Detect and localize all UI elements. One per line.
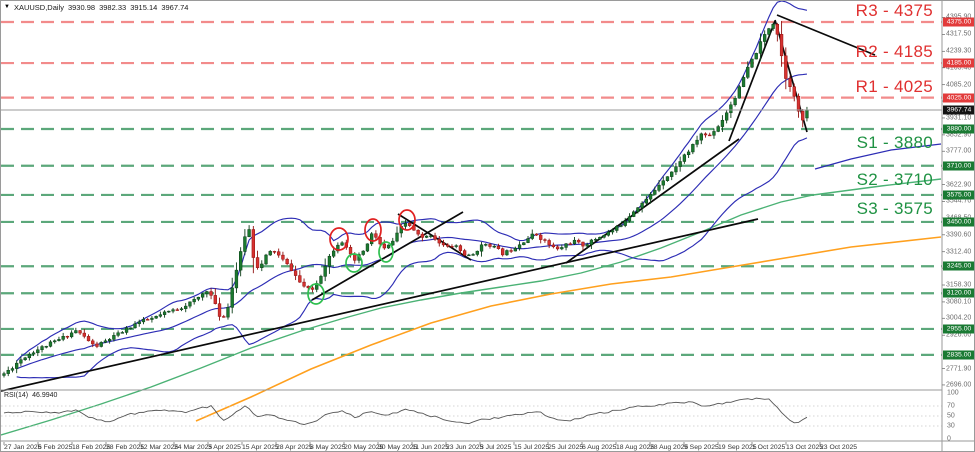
date-axis-label: 9 Sep 2025 <box>684 444 719 451</box>
support-label-s3: S3 - 3575 <box>856 198 933 218</box>
date-axis-label: 1 Oct 2025 <box>752 444 786 451</box>
resistance-label-r3: R3 - 4375 <box>855 1 933 20</box>
date-axis-label: 19 Sep 2025 <box>718 444 757 451</box>
price-axis-label: 2696.00 <box>946 381 972 389</box>
price-axis-label: 4239.30 <box>946 47 972 55</box>
date-axis-label: 13 Oct 2025 <box>786 444 824 451</box>
date-axis-label: 11 Jun 2025 <box>412 444 449 451</box>
level-price-badge: 3245.00 <box>943 261 974 271</box>
date-axis-label: 23 Oct 2025 <box>820 444 858 451</box>
low-value: 3915.14 <box>130 3 158 12</box>
price-axis-label: 2926.00 <box>946 331 972 339</box>
date-axis-label: 12 Mar 2025 <box>140 444 179 451</box>
price-axis-label: 4317.50 <box>946 30 972 38</box>
chart-header-ohlc: ▼ XAUUSD,Daily 3930.98 3982.33 3915.14 3… <box>4 3 188 12</box>
date-axis-label: 28 Feb 2025 <box>106 444 145 451</box>
price-axis-label: 2771.90 <box>946 365 972 373</box>
price-axis-label: 3080.10 <box>946 298 972 306</box>
price-axis-label: 3852.90 <box>946 131 972 139</box>
date-axis-label: 3 Apr 2025 <box>208 444 241 451</box>
date-axis-label: 8 May 2025 <box>310 444 346 451</box>
price-axis-label: 3312.40 <box>946 248 972 256</box>
rsi-axis-label: 30 <box>947 422 955 430</box>
level-price-badge: 4375.00 <box>943 17 974 27</box>
level-price-badge: 2955.00 <box>943 324 974 334</box>
current-price-badge: 3967.74 <box>943 105 974 115</box>
level-price-badge: 4025.00 <box>943 93 974 103</box>
rsi-axis-label: 0 <box>947 435 951 443</box>
open-value: 3930.98 <box>67 3 96 12</box>
date-axis-label: 27 Jan 2025 <box>4 444 42 451</box>
level-price-badge: 3880.00 <box>943 124 974 134</box>
level-price-badge: 3120.00 <box>943 288 974 298</box>
symbol-timeframe-label: XAUUSD,Daily <box>13 3 64 12</box>
level-price-badge: 3710.00 <box>943 161 974 171</box>
rsi-axis-label: 50 <box>947 412 955 420</box>
date-axis-label: 3 Jul 2025 <box>480 444 512 451</box>
price-axis-label: 4085.20 <box>946 81 972 89</box>
price-axis-label: 3390.60 <box>946 231 972 239</box>
date-axis-label: 15 Jul 2025 <box>514 444 550 451</box>
rsi-axis-label: 100 <box>947 389 959 397</box>
level-price-badge: 3575.00 <box>943 190 974 200</box>
date-axis-label: 6 Feb 2025 <box>38 444 73 451</box>
price-axis-label: 4395.90 <box>946 14 971 21</box>
collapse-triangle-icon[interactable]: ▼ <box>4 4 10 10</box>
close-value: 3967.74 <box>161 3 189 12</box>
price-axis-label: 4163.40 <box>946 64 972 72</box>
date-axis-label: 28 Aug 2025 <box>650 444 689 451</box>
rsi-indicator-header: RSI(14) 46.9940 <box>4 392 57 399</box>
date-axis-label: 20 May 2025 <box>344 444 384 451</box>
price-axis-label: 3622.90 <box>946 181 972 189</box>
date-axis-label: 15 Apr 2025 <box>242 444 279 451</box>
price-axis-label: 3777.00 <box>946 147 972 155</box>
rsi-indicator-label: RSI(14) <box>4 392 29 399</box>
date-axis-label: 6 Aug 2025 <box>582 444 617 451</box>
rsi-current-value: 46.9940 <box>32 392 58 399</box>
date-axis-label: 18 Aug 2025 <box>616 444 655 451</box>
date-axis-label: 24 Mar 2025 <box>174 444 213 451</box>
support-label-s2: S2 - 3710 <box>856 169 933 189</box>
rsi-axis-label: 70 <box>947 402 955 410</box>
price-axis-label: 3931.10 <box>946 114 972 122</box>
price-axis-label: 3544.70 <box>946 197 972 205</box>
level-price-badge: 4185.00 <box>943 58 974 68</box>
resistance-label-r2: R2 - 4185 <box>855 42 933 62</box>
level-price-badge: 2835.00 <box>943 350 974 360</box>
date-axis-label: 25 Jul 2025 <box>548 444 584 451</box>
level-price-badge: 3450.00 <box>943 217 974 227</box>
date-axis-label: 23 Jun 2025 <box>446 444 484 451</box>
date-axis-label: 30 May 2025 <box>378 444 418 451</box>
price-axis-label: 3158.30 <box>946 281 972 289</box>
support-label-s1: S1 - 3880 <box>856 132 933 152</box>
high-value: 3982.33 <box>99 3 127 12</box>
date-axis-label: 28 Apr 2025 <box>276 444 313 451</box>
date-axis-label: 18 Feb 2025 <box>72 444 111 451</box>
price-axis-label: 3004.20 <box>946 314 972 322</box>
resistance-label-r1: R1 - 4025 <box>855 76 933 96</box>
